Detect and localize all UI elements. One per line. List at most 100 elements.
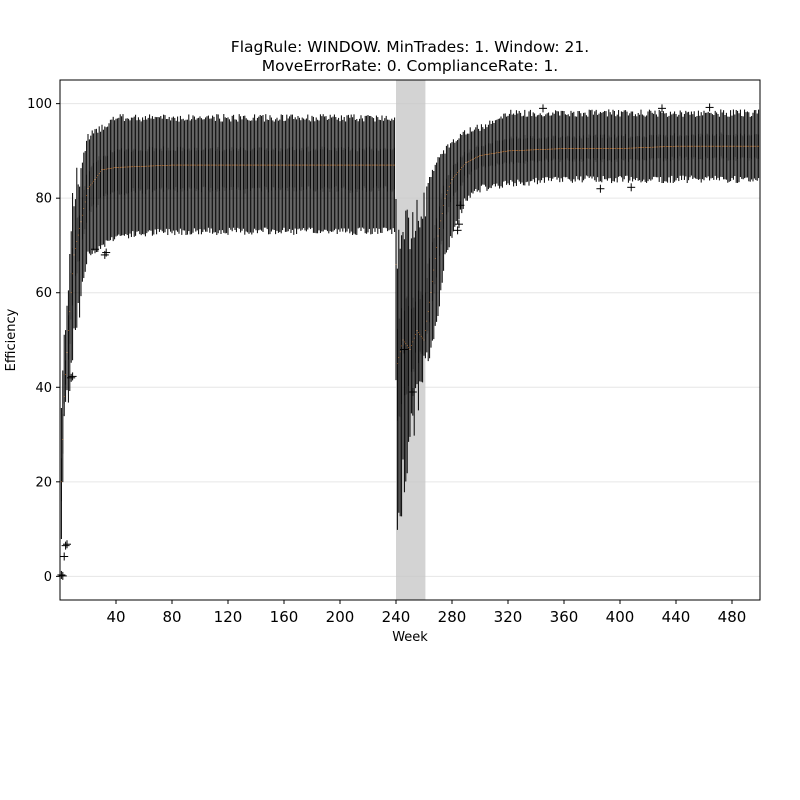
box-week bbox=[507, 115, 509, 184]
outlier-marker bbox=[596, 184, 605, 193]
box-week bbox=[101, 124, 103, 246]
box-week bbox=[132, 117, 134, 232]
box-week bbox=[84, 151, 86, 272]
box-body bbox=[616, 136, 618, 162]
box-body bbox=[322, 149, 324, 192]
box-week bbox=[466, 133, 468, 201]
box-body bbox=[495, 140, 496, 167]
box-week bbox=[395, 198, 397, 381]
box-body bbox=[66, 336, 68, 367]
box-week bbox=[758, 109, 760, 179]
box-body bbox=[563, 136, 565, 158]
box-week bbox=[506, 116, 508, 185]
box-week bbox=[654, 110, 656, 177]
box-week bbox=[349, 117, 351, 234]
box-week bbox=[105, 127, 107, 241]
box-week bbox=[578, 111, 580, 181]
box-week bbox=[237, 121, 239, 228]
box-body bbox=[129, 152, 131, 193]
box-week bbox=[388, 119, 390, 231]
box-week bbox=[140, 121, 142, 236]
box-body bbox=[209, 148, 211, 193]
box-week bbox=[255, 120, 257, 231]
box-body bbox=[471, 150, 472, 172]
box-week bbox=[532, 112, 534, 180]
box-body bbox=[140, 150, 142, 190]
box-body bbox=[384, 147, 386, 186]
box-week bbox=[576, 116, 578, 177]
box-week bbox=[445, 145, 447, 253]
box-week bbox=[735, 109, 737, 183]
box-body bbox=[243, 148, 244, 190]
box-body bbox=[423, 287, 425, 346]
box-body bbox=[314, 150, 316, 192]
box-week bbox=[681, 112, 683, 181]
box-body bbox=[231, 147, 233, 191]
box-body bbox=[713, 135, 715, 159]
box-body bbox=[184, 149, 185, 191]
box-week bbox=[366, 115, 368, 234]
x-tick-label: 400 bbox=[606, 608, 635, 626]
box-body bbox=[124, 151, 125, 196]
box-body bbox=[315, 148, 317, 192]
box-body bbox=[202, 149, 204, 188]
box-body bbox=[465, 154, 467, 178]
box-week bbox=[409, 249, 411, 437]
box-body bbox=[658, 134, 660, 159]
box-body bbox=[338, 147, 339, 192]
box-week bbox=[213, 116, 215, 233]
box-body bbox=[149, 146, 150, 190]
box-week bbox=[752, 112, 754, 182]
box-week bbox=[147, 117, 149, 232]
box-week bbox=[81, 162, 83, 282]
x-tick-label: 240 bbox=[382, 608, 411, 626]
box-week bbox=[279, 119, 281, 233]
outlier-marker bbox=[658, 104, 666, 113]
box-week bbox=[626, 111, 628, 176]
box-week bbox=[560, 110, 562, 179]
box-week bbox=[728, 116, 730, 182]
box-week bbox=[251, 120, 253, 235]
outlier-marker bbox=[408, 388, 417, 396]
box-body bbox=[551, 138, 552, 161]
box-body bbox=[698, 134, 699, 160]
box-week bbox=[555, 110, 557, 177]
box-body bbox=[602, 134, 604, 160]
box-body bbox=[353, 146, 355, 189]
box-body bbox=[233, 149, 234, 187]
box-week bbox=[245, 118, 247, 232]
box-body bbox=[663, 134, 664, 162]
box-week bbox=[199, 116, 201, 230]
box-week bbox=[429, 176, 431, 359]
box-week bbox=[312, 116, 314, 233]
box-body bbox=[348, 146, 349, 191]
box-week bbox=[214, 120, 216, 233]
box-body bbox=[72, 248, 73, 306]
box-week bbox=[620, 111, 622, 178]
box-body bbox=[478, 147, 479, 168]
box-week bbox=[287, 118, 289, 232]
box-body bbox=[241, 148, 243, 192]
box-week bbox=[167, 118, 169, 236]
box-week bbox=[238, 114, 240, 229]
box-week bbox=[590, 110, 592, 177]
box-week bbox=[244, 115, 246, 235]
box-week bbox=[205, 117, 207, 232]
box-body bbox=[387, 148, 388, 192]
box-week bbox=[265, 114, 267, 228]
box-body bbox=[541, 138, 542, 162]
box-body bbox=[117, 149, 118, 191]
box-body bbox=[264, 149, 265, 187]
box-body bbox=[222, 151, 223, 187]
box-body bbox=[411, 308, 412, 372]
box-body bbox=[191, 149, 192, 189]
box-week bbox=[196, 118, 198, 231]
box-body bbox=[371, 148, 373, 191]
box-body bbox=[350, 149, 352, 191]
box-body bbox=[173, 150, 174, 190]
box-week bbox=[98, 126, 100, 247]
box-week bbox=[450, 143, 452, 237]
box-week bbox=[697, 110, 699, 180]
box-week bbox=[525, 116, 527, 183]
box-body bbox=[114, 151, 115, 192]
